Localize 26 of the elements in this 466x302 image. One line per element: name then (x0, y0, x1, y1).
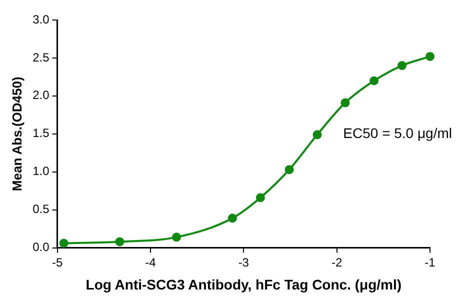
x-tick-label: -2 (331, 255, 342, 270)
x-axis-title: Log Anti-SCG3 Antibody, hFc Tag Conc. (μg/ml) (86, 276, 402, 292)
x-tick-label: -3 (238, 255, 250, 270)
point (256, 193, 265, 202)
y-tick-label: 3.0 (32, 12, 50, 26)
point (340, 98, 350, 108)
point (228, 214, 237, 223)
x-tick-label: -1 (424, 255, 436, 270)
point (284, 165, 294, 174)
y-tick-label: 0.5 (32, 202, 50, 216)
y-axis-title: Mean Abs.(OD450) (9, 76, 24, 192)
point (115, 237, 124, 246)
y-tick-label: 1.5 (32, 126, 50, 140)
point (370, 76, 379, 86)
point (312, 130, 322, 140)
x-tick-label: -4 (145, 255, 156, 270)
x-tick-label: -5 (52, 255, 63, 270)
y-tick-label: 2.5 (32, 50, 50, 64)
y-tick-label: 1.0 (32, 164, 50, 178)
point (172, 232, 182, 242)
point (59, 238, 68, 248)
point (426, 52, 434, 61)
y-tick-label: 2.0 (32, 88, 50, 102)
annotation: EC50 = 5.0 μg/ml (343, 124, 452, 141)
point (398, 61, 407, 70)
y-tick-label: 0.0 (32, 240, 50, 254)
